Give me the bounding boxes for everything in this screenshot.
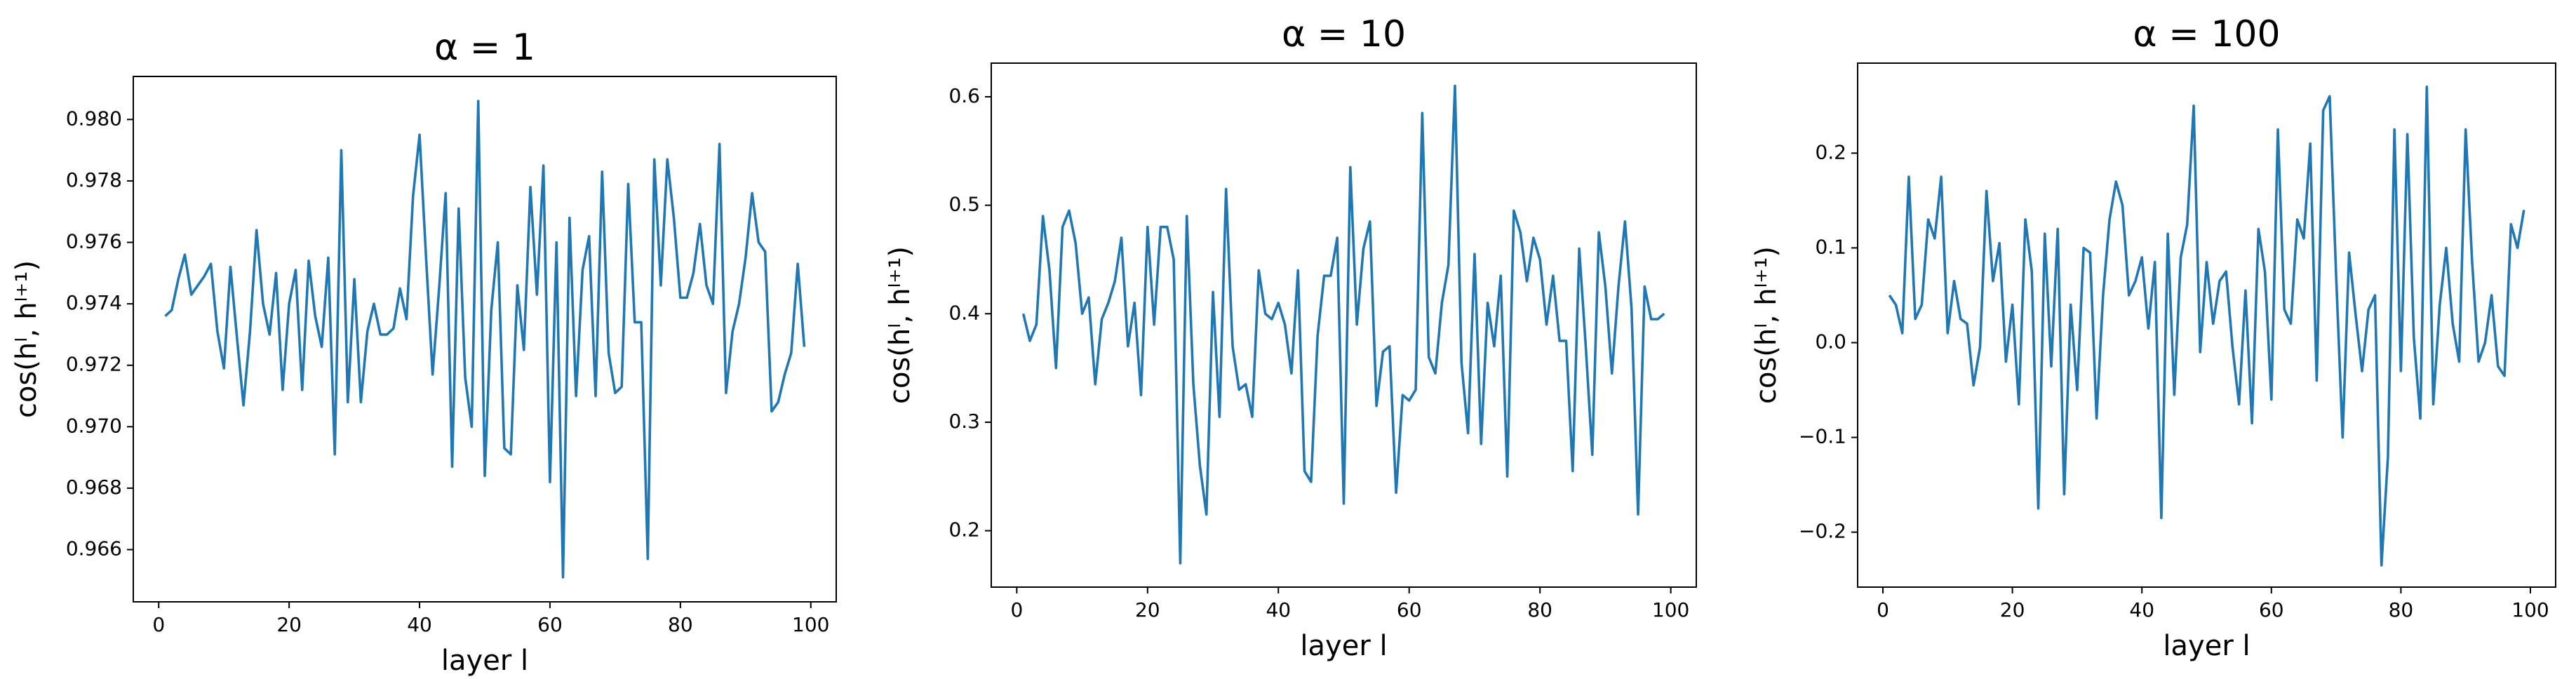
x-tick-label: 100 xyxy=(792,613,829,636)
chart-title: α = 100 xyxy=(2133,13,2280,55)
x-tick-label: 40 xyxy=(407,613,432,636)
data-line xyxy=(1888,85,2525,567)
y-tick-label: 0.972 xyxy=(66,353,122,376)
x-axis-label: layer l xyxy=(441,645,528,677)
x-tick-label: 80 xyxy=(668,613,693,636)
y-tick-label: −0.2 xyxy=(1799,520,1846,543)
x-tick-label: 60 xyxy=(1397,598,1422,621)
x-tick-label: 40 xyxy=(1266,598,1291,621)
x-tick-label: 20 xyxy=(1135,598,1160,621)
chart-title: α = 1 xyxy=(434,27,535,69)
y-tick-label: −0.1 xyxy=(1799,425,1846,448)
y-tick-label: 0.5 xyxy=(948,193,980,216)
y-tick-label: 0.2 xyxy=(1815,140,1846,163)
y-axis-label: cos(hˡ, hˡ⁺¹) xyxy=(884,246,916,404)
x-tick-label: 80 xyxy=(2389,598,2414,621)
y-tick-label: 0.1 xyxy=(1815,235,1846,258)
x-tick-label: 20 xyxy=(276,613,302,636)
x-axis-label: layer l xyxy=(2163,630,2250,662)
x-tick-label: 100 xyxy=(2511,598,2549,621)
y-tick-label: 0.978 xyxy=(66,168,122,191)
y-axis-label: cos(hˡ, hˡ⁺¹) xyxy=(11,260,43,418)
x-tick-label: 0 xyxy=(152,613,165,636)
y-tick-label: 0.976 xyxy=(66,230,122,253)
x-tick-label: 0 xyxy=(1010,598,1023,621)
x-tick-label: 0 xyxy=(1877,598,1889,621)
y-tick-label: 0.980 xyxy=(66,107,122,130)
y-tick-label: 0.4 xyxy=(948,301,980,324)
data-line xyxy=(164,100,806,579)
y-tick-label: 0.974 xyxy=(66,291,122,314)
x-tick-label: 20 xyxy=(2000,598,2025,621)
chart-title: α = 10 xyxy=(1282,13,1406,55)
data-line xyxy=(1021,84,1665,565)
x-tick-label: 60 xyxy=(2259,598,2284,621)
axes-frame xyxy=(133,76,837,603)
y-tick-label: 0.6 xyxy=(948,84,980,107)
y-tick-label: 0.966 xyxy=(66,537,122,560)
axes-frame xyxy=(991,62,1697,588)
y-axis-label: cos(hˡ, hˡ⁺¹) xyxy=(1750,246,1783,404)
y-tick-label: 0.968 xyxy=(66,476,122,499)
y-tick-label: 0.2 xyxy=(948,518,980,542)
x-axis-label: layer l xyxy=(1300,630,1387,662)
y-tick-label: 0.970 xyxy=(66,414,122,437)
x-tick-label: 60 xyxy=(537,613,563,636)
x-tick-label: 100 xyxy=(1652,598,1689,621)
x-tick-label: 80 xyxy=(1527,598,1552,621)
y-tick-label: 0.0 xyxy=(1815,330,1846,353)
x-tick-label: 40 xyxy=(2129,598,2154,621)
y-tick-label: 0.3 xyxy=(948,410,980,433)
axes-frame xyxy=(1857,62,2556,588)
